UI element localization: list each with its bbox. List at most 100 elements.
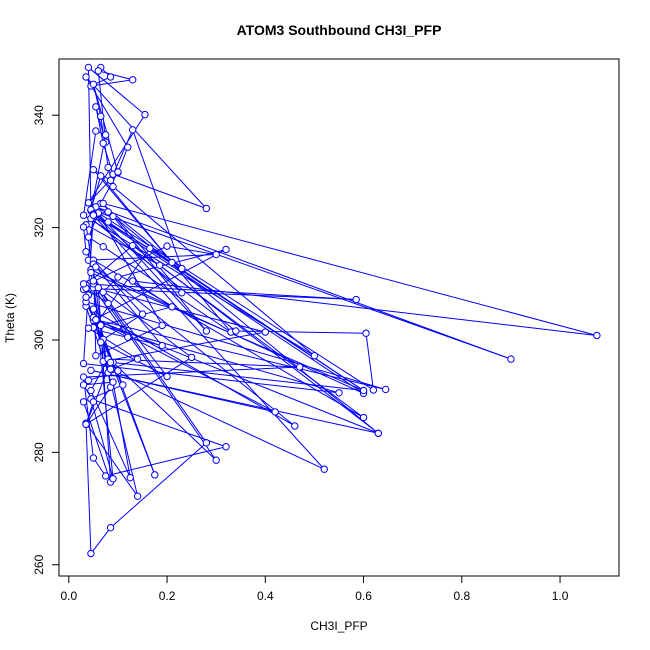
series-segment [90, 272, 364, 392]
data-point [97, 321, 105, 330]
series-segment [92, 84, 119, 173]
series-segment [103, 202, 598, 336]
data-point [158, 341, 166, 350]
data-point [362, 329, 370, 337]
data-point [94, 67, 102, 75]
y-axis-label: Theta (K) [3, 293, 17, 343]
series-segment [85, 301, 386, 390]
series-segment [95, 319, 379, 434]
data-point [89, 398, 98, 406]
series-segment [85, 76, 207, 209]
series-segment [90, 398, 114, 479]
data-point [104, 218, 112, 226]
series-segment [90, 175, 102, 210]
data-point [359, 386, 368, 395]
x-tick-label: 1.0 [552, 589, 569, 603]
series-segment [85, 287, 109, 304]
series-segment [102, 203, 183, 294]
series-segment [93, 213, 364, 394]
series-segment [83, 381, 114, 386]
data-point [79, 359, 88, 368]
data-point [104, 163, 112, 172]
data-point [202, 439, 211, 447]
data-point [99, 242, 107, 251]
y-axis: 260 280 300 320 340 [32, 105, 59, 575]
x-axis-label: CH3I_PFP [310, 619, 367, 633]
data-point [151, 471, 159, 479]
data-point [359, 413, 368, 422]
data-point [89, 454, 98, 462]
data-point [352, 295, 360, 304]
data-point [124, 333, 132, 341]
data-point [92, 127, 100, 135]
data-point [106, 176, 115, 185]
plot-frame [58, 58, 620, 577]
series-segment [83, 283, 357, 301]
data-point [178, 264, 186, 273]
series-segment [93, 317, 276, 413]
x-tick-label: 0.4 [257, 589, 274, 603]
series-segment [98, 70, 133, 81]
y-tick-label: 280 [32, 442, 46, 462]
data-point [146, 244, 154, 253]
data-point [296, 363, 304, 371]
data-point [89, 305, 98, 313]
data-point [92, 103, 100, 111]
data-point [82, 420, 90, 428]
data-point [92, 352, 100, 360]
x-axis: 0.0 0.2 0.4 0.6 0.8 1.0 [60, 576, 569, 603]
data-point [92, 263, 100, 271]
data-point [124, 143, 132, 151]
series-segment [88, 67, 146, 116]
data-point [89, 80, 98, 88]
data-point [593, 331, 601, 340]
data-point [87, 386, 95, 395]
data-point [141, 110, 149, 119]
data-point [202, 327, 211, 335]
series-segment [100, 324, 340, 394]
data-point [84, 233, 93, 241]
data-point [99, 288, 107, 296]
data-point [84, 199, 93, 207]
data-point [109, 475, 117, 483]
data-point [128, 241, 137, 250]
data-point [84, 63, 93, 72]
data-point [106, 358, 115, 367]
series-segment [105, 446, 227, 477]
data-point [104, 208, 112, 216]
series-segment [90, 390, 131, 478]
series-segment [95, 319, 386, 390]
series-segment [90, 218, 237, 332]
data-point [202, 204, 211, 213]
data-point [178, 289, 186, 297]
series-segment [83, 226, 87, 252]
series-points [79, 63, 601, 558]
series-segment [92, 84, 102, 117]
data-point [101, 131, 110, 139]
y-tick-label: 320 [32, 217, 46, 237]
data-point [79, 211, 88, 219]
series-segment [95, 266, 163, 346]
series-segment [90, 79, 133, 87]
series-segment [92, 280, 207, 444]
data-point [101, 472, 110, 480]
data-point [133, 492, 142, 500]
data-point [114, 273, 122, 281]
data-point [109, 182, 117, 191]
series-segment [90, 398, 227, 448]
data-point [79, 280, 88, 288]
data-point [109, 378, 117, 386]
data-point [109, 212, 117, 221]
series-segment [103, 331, 266, 362]
y-tick-label: 340 [32, 105, 46, 125]
series-segment [88, 370, 119, 381]
data-point [106, 523, 115, 532]
data-point [89, 166, 98, 174]
series-segment [97, 287, 112, 483]
data-point [87, 549, 95, 558]
series-segment [85, 423, 92, 554]
data-point [128, 76, 137, 84]
data-point [128, 126, 137, 134]
series-segment [166, 245, 217, 256]
